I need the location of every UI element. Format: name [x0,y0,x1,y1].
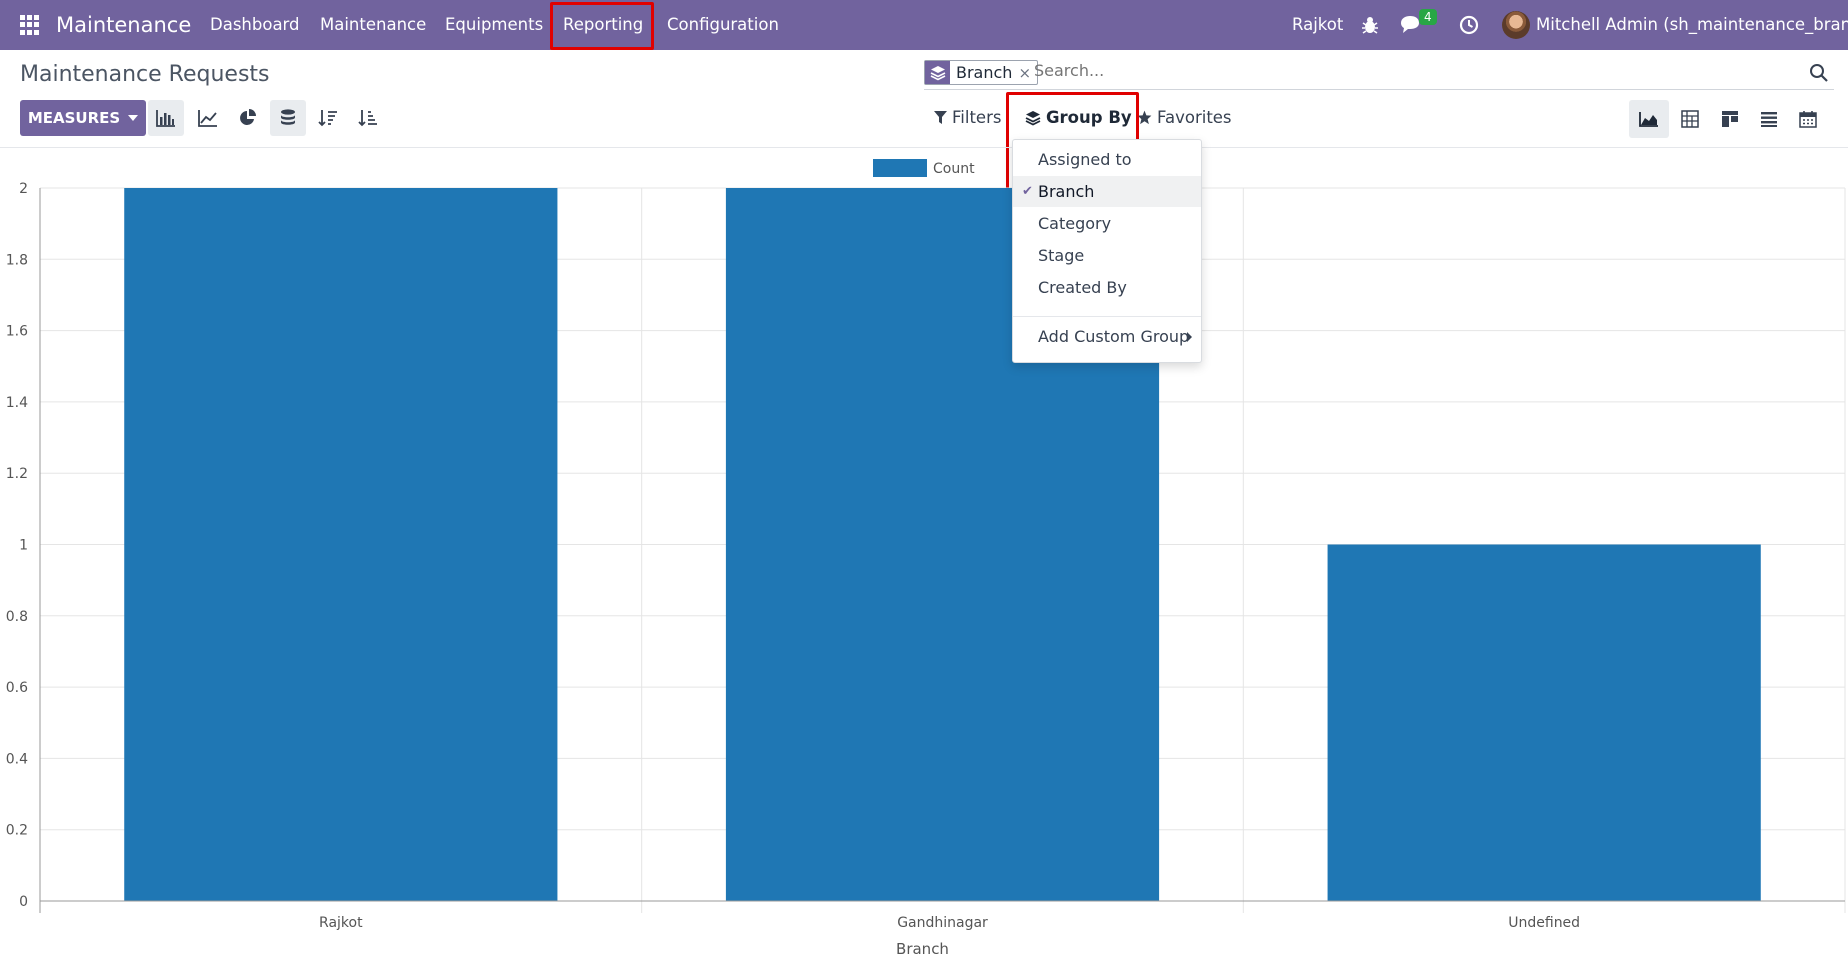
option-label: Stage [1038,246,1085,265]
filters-label: Filters [952,108,1002,127]
user-avatar[interactable] [1502,11,1530,39]
y-tick-label: 1.4 [6,395,28,411]
chat-icon[interactable] [1398,12,1424,38]
group-by-option-stage[interactable]: Stage [1013,240,1201,271]
group-by-option-category[interactable]: Category [1013,208,1201,239]
list-view-icon [1761,112,1777,127]
clock-icon[interactable] [1456,12,1482,38]
messages-count-badge: 4 [1419,9,1437,25]
bar-undefined [1327,544,1761,901]
filters-toggle[interactable]: Filters [934,108,1001,127]
y-tick-label: 1.6 [6,324,28,340]
kanban-view-icon [1722,111,1738,127]
sort-desc-button[interactable] [310,100,346,136]
graph-view-icon [1639,112,1658,127]
x-tick-label: Undefined [1508,915,1580,931]
search-input[interactable] [1034,61,1734,80]
pie-chart-button[interactable] [230,100,266,136]
menu-dashboard[interactable]: Dashboard [210,15,300,34]
measures-label: MEASURES [27,109,121,127]
layers-icon [925,61,950,84]
facet-label: Branch [956,63,1013,82]
filter-icon [934,110,947,124]
y-tick-label: 1.2 [6,466,28,482]
page-title: Maintenance Requests [20,62,270,87]
list-view-button[interactable] [1749,100,1789,138]
layers-icon [1025,110,1041,126]
option-label: Add Custom Group [1038,327,1190,346]
x-axis-title: Branch [896,940,949,958]
group-by-option-branch[interactable]: ✔ Branch [1013,176,1201,207]
dropdown-divider [1013,316,1201,317]
x-tick-label: Gandhinagar [897,915,988,931]
kanban-view-button[interactable] [1710,100,1750,138]
y-tick-label: 1 [19,538,28,554]
pivot-view-button[interactable] [1670,100,1710,138]
y-tick-label: 1.8 [6,252,28,268]
star-icon [1137,110,1152,125]
sort-asc-icon [358,110,377,127]
stacked-icon [281,109,295,125]
calendar-view-button[interactable] [1788,100,1828,138]
group-by-dropdown: Assigned to ✔ Branch Category Stage Crea… [1012,139,1202,363]
menu-reporting[interactable]: Reporting [563,15,644,34]
line-chart-button[interactable] [190,100,226,136]
y-tick-label: 0.4 [6,751,28,767]
menu-maintenance[interactable]: Maintenance [320,15,427,34]
legend-label: Count [933,161,975,177]
group-by-label: Group By [1046,108,1132,127]
control-panel-divider [0,147,1848,148]
option-label: Created By [1038,278,1127,297]
option-label: Branch [1038,182,1095,201]
bar-rajkot [124,188,558,901]
bug-icon[interactable] [1357,12,1383,38]
add-custom-group-toggle[interactable]: Add Custom Group [1013,321,1201,352]
y-tick-label: 0.6 [6,680,28,696]
legend-swatch [873,159,927,177]
company-switcher[interactable]: Rajkot [1292,15,1344,34]
line-chart-icon [198,110,217,127]
top-navbar: Maintenance Dashboard Maintenance Equipm… [0,0,1848,50]
y-tick-label: 0.8 [6,609,28,625]
option-label: Assigned to [1038,150,1132,169]
menu-configuration[interactable]: Configuration [667,15,779,34]
user-menu[interactable]: Mitchell Admin (sh_maintenance_bran… [1536,15,1848,34]
apps-grid-icon[interactable] [20,15,40,35]
search-icon[interactable] [1808,62,1830,84]
bar-chart-button[interactable] [148,100,184,136]
y-tick-label: 0 [19,894,28,910]
app-brand[interactable]: Maintenance [56,13,192,37]
bar-chart-icon [156,110,175,127]
facet-remove-icon[interactable]: × [1018,63,1032,82]
caret-right-icon [1187,332,1192,342]
favorites-toggle[interactable]: Favorites [1137,108,1232,127]
group-by-toggle[interactable]: Group By [1025,108,1132,127]
pie-chart-icon [240,109,256,125]
graph-view-button[interactable] [1629,100,1669,138]
sort-asc-button[interactable] [350,100,386,136]
favorites-label: Favorites [1157,108,1232,127]
search-facet-branch[interactable]: Branch × [924,60,1039,85]
stacked-button[interactable] [270,100,306,136]
search-bar: Branch × [924,58,1834,90]
measures-button[interactable]: MEASURES [20,100,146,136]
group-by-option-created-by[interactable]: Created By [1013,272,1201,303]
calendar-view-icon [1799,111,1817,128]
option-label: Category [1038,214,1112,233]
x-tick-label: Rajkot [319,915,363,931]
chevron-down-icon [128,115,139,121]
checkmark-icon: ✔ [1022,184,1033,199]
menu-equipments[interactable]: Equipments [445,15,544,34]
group-by-option-assigned-to[interactable]: Assigned to [1013,144,1201,175]
y-tick-label: 2 [19,181,28,197]
bar-chart: 0 0.2 0.4 0.6 0.8 1 1.2 1.4 1.6 1.8 2 Rajkot Gandhin… [6,159,1846,958]
sort-desc-icon [318,110,337,127]
y-tick-label: 0.2 [6,823,28,839]
pivot-view-icon [1681,110,1699,128]
